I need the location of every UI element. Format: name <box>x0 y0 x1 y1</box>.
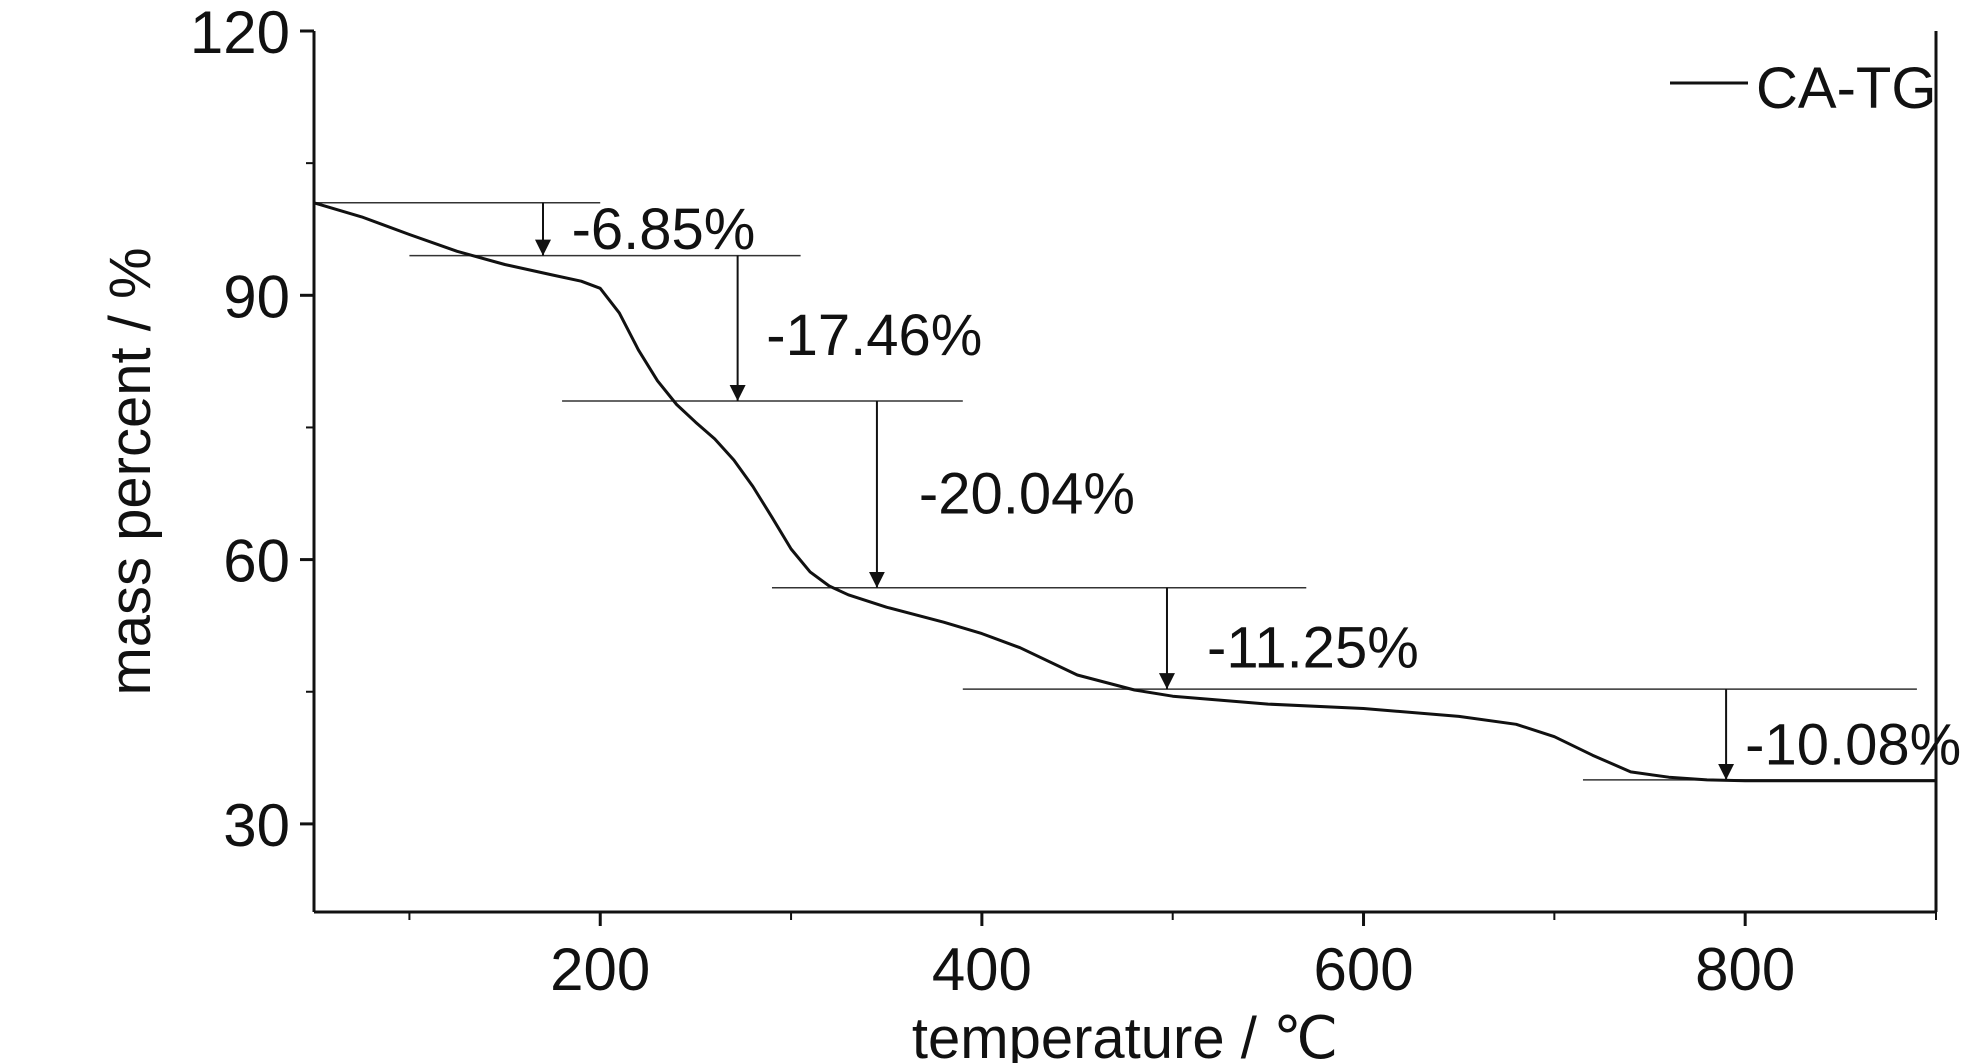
mass-loss-label-1: -6.85% <box>572 197 756 262</box>
x-axis-title: temperature / ℃ <box>912 1006 1338 1063</box>
legend: CA-TG <box>1670 56 1936 121</box>
axes: 200 400 600 800 30 60 90 120 <box>190 0 1938 1003</box>
y-axis-title: mass percent / % <box>98 247 163 695</box>
plot-area: -6.85%-17.46% -20.04% -11.25% -10.08% <box>313 197 1961 783</box>
mass-loss-label-5: -10.08% <box>1745 713 1961 778</box>
y-tick-label-120: 120 <box>190 0 290 66</box>
y-tick-label-30: 30 <box>223 792 290 859</box>
legend-label-ca-tg: CA-TG <box>1756 56 1936 121</box>
series-line-ca-tg <box>313 201 1936 783</box>
y-tick-label-90: 90 <box>223 263 290 330</box>
x-tick-label-200: 200 <box>550 936 650 1003</box>
mass-loss-label-2: -17.46% <box>766 303 982 368</box>
mass-loss-label-3: -20.04% <box>919 462 1135 527</box>
y-tick-label-60: 60 <box>223 528 290 595</box>
x-tick-label-800: 800 <box>1695 936 1795 1003</box>
x-tick-label-400: 400 <box>932 936 1032 1003</box>
mass-loss-label-4: -11.25% <box>1207 616 1419 681</box>
x-tick-label-600: 600 <box>1313 936 1413 1003</box>
